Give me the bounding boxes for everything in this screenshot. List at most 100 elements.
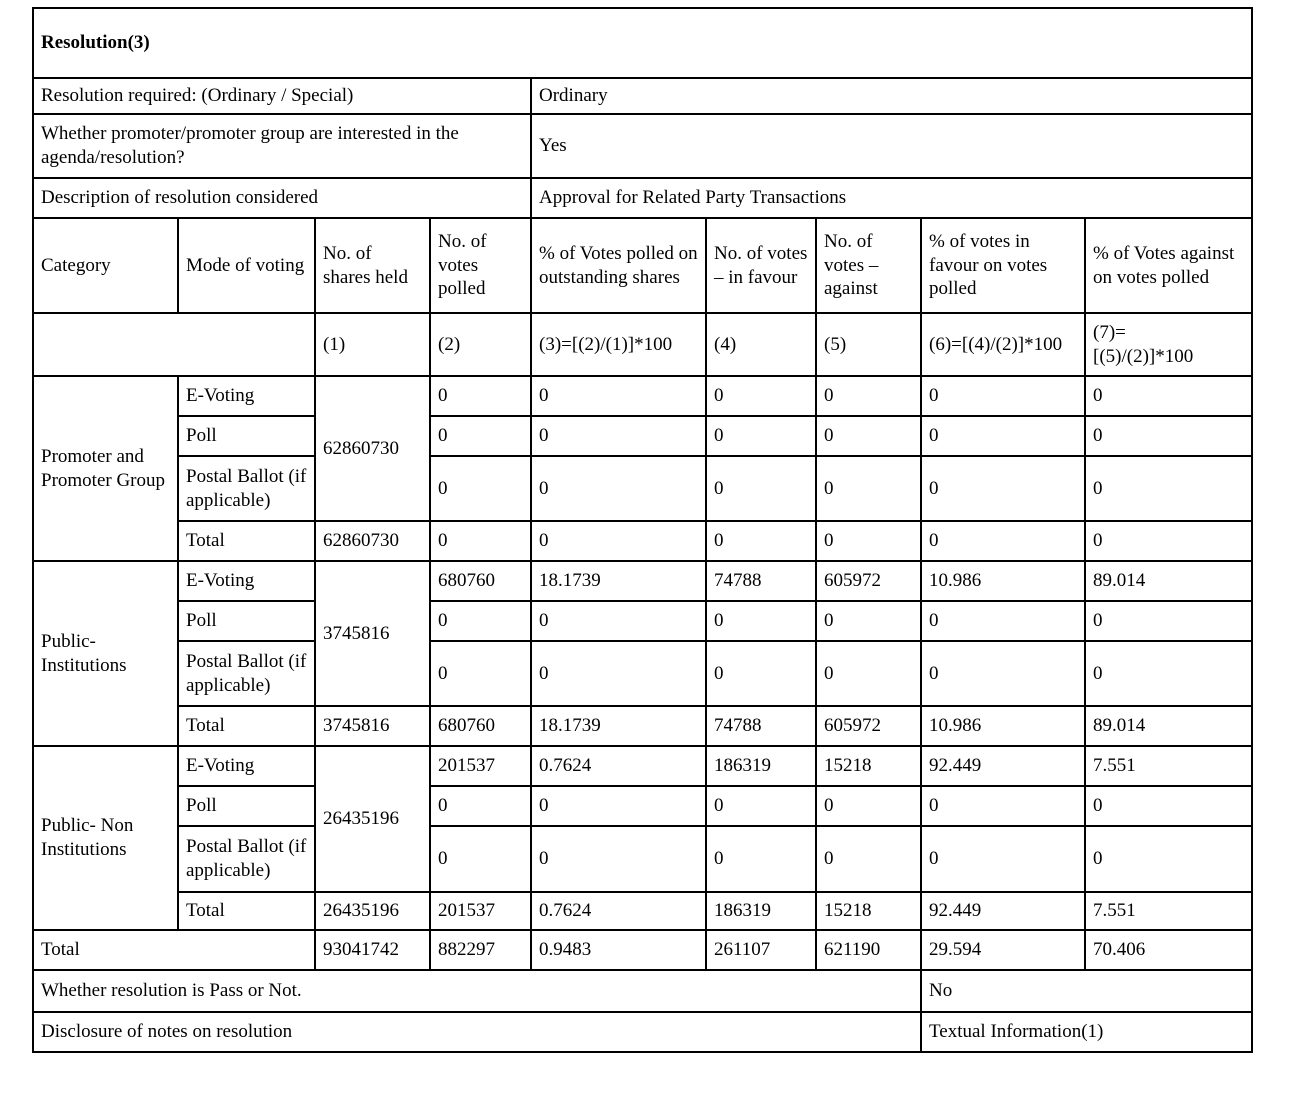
value-cell: 605972: [815, 560, 922, 602]
formula-cell: (1): [314, 312, 431, 377]
formula-cell: (7)= [(5)/(2)]*100: [1084, 312, 1253, 377]
value-cell: 680760: [429, 560, 532, 602]
value-cell: 0: [705, 640, 817, 707]
shares-held-cell: 62860730: [314, 375, 431, 522]
value-cell: 0: [815, 455, 922, 522]
value-cell: 0: [920, 600, 1086, 642]
value-cell: 0: [530, 600, 707, 642]
value-cell: 0: [429, 375, 532, 417]
formula-row: (1) (2) (3)=[(2)/(1)]*100 (4) (5) (6)=[(…: [32, 312, 1253, 377]
value-cell: 74788: [705, 705, 817, 747]
row-public-inst-evoting: Public-Institutions E-Voting 3745816 680…: [32, 560, 1253, 747]
value-cell: 0: [429, 415, 532, 457]
value-cell: 201537: [429, 745, 532, 787]
col-header-pct-polled-outstanding: % of Votes polled on outstanding shares: [530, 217, 707, 314]
title-row: Resolution(3): [32, 7, 1253, 79]
value-cell: 0: [429, 785, 532, 827]
value-cell: 74788: [705, 560, 817, 602]
value-cell: 0: [530, 455, 707, 522]
value-cell: 0: [705, 600, 817, 642]
value-cell: 186319: [705, 745, 817, 787]
col-header-shares-held: No. of shares held: [314, 217, 431, 314]
row-promoter-evoting: Promoter and Promoter Group E-Voting 628…: [32, 375, 1253, 562]
col-header-votes-against: No. of votes – against: [815, 217, 922, 314]
value-cell: 0: [1084, 785, 1253, 827]
value-cell: 0: [1084, 640, 1253, 707]
value-cell: 186319: [705, 891, 817, 931]
info-row-description: Description of resolution considered App…: [32, 177, 1253, 219]
value-cell: 0.9483: [530, 929, 707, 971]
value-cell: 15218: [815, 745, 922, 787]
value-cell: 0: [815, 520, 922, 562]
value-cell: 0: [1084, 600, 1253, 642]
category-cell: Public- Non Institutions: [32, 745, 179, 931]
col-header-votes-polled: No. of votes polled: [429, 217, 532, 314]
value-cell: 92.449: [920, 745, 1086, 787]
value-cell: 0: [530, 825, 707, 893]
row-grand-total: Total 93041742 882297 0.9483 261107 6211…: [32, 929, 1253, 971]
row-promoter-poll: Poll 0 0 0 0 0 0: [33, 415, 1253, 457]
mode-cell: E-Voting: [177, 745, 316, 787]
value-cell: 0: [920, 375, 1086, 417]
row-public-noninst-total: Total 26435196 201537 0.7624 186319 1521…: [33, 891, 1253, 931]
value-cell: 0: [530, 375, 707, 417]
value-cell: 0: [705, 520, 817, 562]
value-cell: 89.014: [1084, 705, 1253, 747]
value-cell: 0: [815, 785, 922, 827]
info-value: Ordinary: [530, 77, 1253, 115]
resolution-title: Resolution(3): [32, 7, 1253, 79]
mode-cell: Postal Ballot (if applicable): [177, 825, 316, 893]
row-promoter-total: Total 62860730 0 0 0 0 0 0: [33, 520, 1253, 562]
row-pass-or-not: Whether resolution is Pass or Not. No: [32, 969, 1253, 1013]
value-cell: 621190: [815, 929, 922, 971]
value-cell: 18.1739: [530, 705, 707, 747]
shares-held-cell: 26435196: [314, 745, 431, 893]
value-cell: 0: [920, 455, 1086, 522]
mode-cell: Total: [177, 520, 316, 562]
value-cell: 0: [705, 825, 817, 893]
category-cell: Public-Institutions: [32, 560, 179, 747]
mode-cell: Postal Ballot (if applicable): [177, 455, 316, 522]
mode-cell: Total: [177, 705, 316, 747]
value-cell: 89.014: [1084, 560, 1253, 602]
value-cell: 0: [815, 600, 922, 642]
value-cell: 261107: [705, 929, 817, 971]
category-cell: Promoter and Promoter Group: [32, 375, 179, 562]
value-cell: 0: [815, 825, 922, 893]
value-cell: 0: [815, 640, 922, 707]
value-cell: 0: [530, 415, 707, 457]
value-cell: 7.551: [1084, 891, 1253, 931]
value-cell: 10.986: [920, 705, 1086, 747]
value-cell: 7.551: [1084, 745, 1253, 787]
mode-cell: Postal Ballot (if applicable): [177, 640, 316, 707]
formula-cell: (2): [429, 312, 532, 377]
formula-cell: (4): [705, 312, 817, 377]
value-cell: 0: [530, 520, 707, 562]
resolution-table: Resolution(3) Resolution required: (Ordi…: [32, 7, 1253, 1053]
value-cell: 0: [429, 640, 532, 707]
value-cell: 0: [1084, 825, 1253, 893]
formula-cell: (3)=[(2)/(1)]*100: [530, 312, 707, 377]
mode-cell: E-Voting: [177, 375, 316, 417]
value-cell: 0: [429, 825, 532, 893]
footer-label: Disclosure of notes on resolution: [32, 1011, 922, 1053]
value-cell: 10.986: [920, 560, 1086, 602]
value-cell: 92.449: [920, 891, 1086, 931]
value-cell: 680760: [429, 705, 532, 747]
info-label: Description of resolution considered: [32, 177, 532, 219]
col-header-votes-in-favour: No. of votes – in favour: [705, 217, 817, 314]
mode-cell: Poll: [177, 600, 316, 642]
value-cell: 0: [1084, 415, 1253, 457]
value-cell: 0: [920, 640, 1086, 707]
row-public-inst-total: Total 3745816 680760 18.1739 74788 60597…: [33, 705, 1253, 747]
row-public-inst-poll: Poll 0 0 0 0 0 0: [33, 600, 1253, 642]
info-value: Approval for Related Party Transactions: [530, 177, 1253, 219]
formula-spacer-cell: [32, 312, 316, 377]
formula-cell: (5): [815, 312, 922, 377]
info-label: Resolution required: (Ordinary / Special…: [32, 77, 532, 115]
value-cell: 93041742: [314, 929, 431, 971]
row-public-inst-postal: Postal Ballot (if applicable) 0 0 0 0 0 …: [33, 640, 1253, 707]
value-cell: 0: [920, 415, 1086, 457]
value-cell: 0: [705, 455, 817, 522]
